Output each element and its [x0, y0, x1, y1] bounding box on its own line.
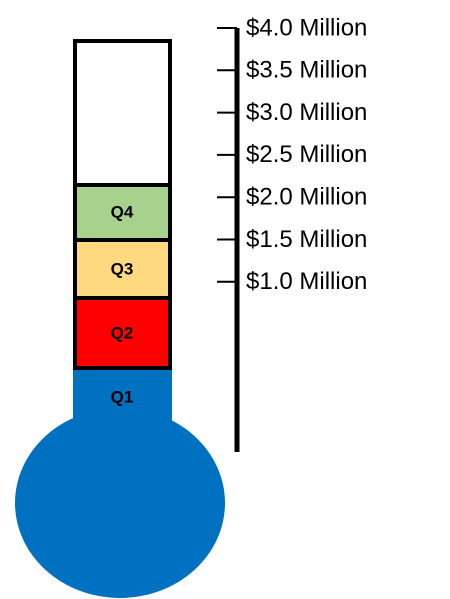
- segment-label: Q4: [111, 202, 134, 221]
- segment-label: Q2: [111, 323, 134, 342]
- tick-label: $1.0 Million: [246, 268, 367, 295]
- segment-label: Q3: [111, 259, 134, 278]
- tube-empty: [73, 39, 172, 187]
- segment-q1: [73, 368, 172, 438]
- segment-q3: [73, 238, 172, 300]
- scale-ticks: $4.0 Million $3.5 Million $3.0 Million $2.5…: [217, 14, 367, 295]
- tick-label: $2.0 Million: [246, 184, 367, 211]
- tick-label: $2.5 Million: [246, 141, 367, 168]
- segment-label: Q1: [111, 387, 134, 406]
- segment-q2: [73, 296, 172, 370]
- tick-label: $3.5 Million: [246, 57, 367, 84]
- tick-label: $4.0 Million: [246, 14, 367, 41]
- tick-label: $1.5 Million: [246, 226, 367, 253]
- tick-label: $3.0 Million: [246, 99, 367, 126]
- bulb: [15, 408, 225, 598]
